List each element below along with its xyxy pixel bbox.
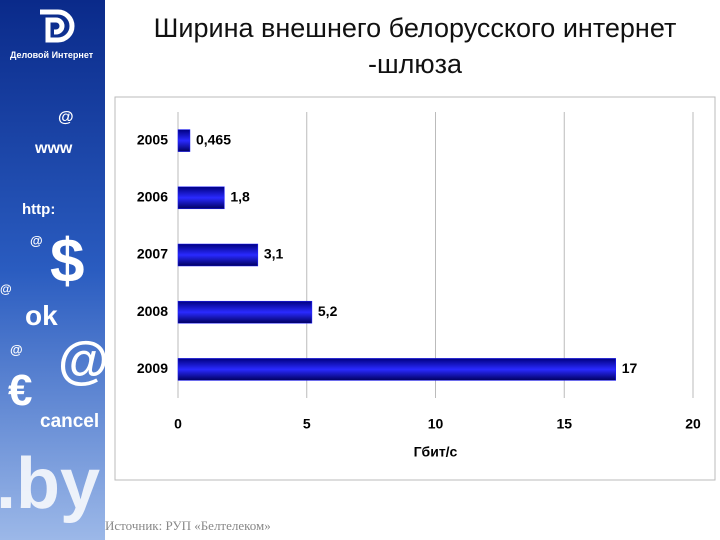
bar [177, 358, 616, 381]
value-label: 5,2 [318, 303, 338, 319]
sidebar-text: @ [58, 109, 74, 126]
sidebar-text: ok [25, 300, 58, 331]
y-tick-label: 2007 [137, 246, 168, 262]
x-tick-label: 20 [685, 416, 701, 432]
x-tick-label: 10 [428, 416, 444, 432]
sidebar-text: http: [22, 201, 55, 218]
y-tick-label: 2005 [137, 131, 168, 147]
value-label: 0,465 [196, 131, 231, 147]
sidebar-text: cancel [40, 411, 99, 432]
sidebar-text: @ [30, 233, 43, 248]
sidebar-text: € [8, 366, 32, 415]
value-label: 17 [622, 360, 638, 376]
x-tick-label: 5 [303, 416, 311, 432]
y-tick-label: 2008 [137, 303, 168, 319]
source: Источник: РУП «Белтелеком» [105, 518, 271, 533]
y-tick-label: 2009 [137, 360, 168, 376]
x-axis-label: Гбит/с [414, 444, 458, 460]
x-tick-label: 0 [174, 416, 182, 432]
logo-text: Деловой Интернет [10, 50, 94, 60]
sidebar [0, 0, 105, 540]
sidebar-text: @ [0, 282, 12, 296]
sidebar-text: @ [10, 342, 23, 357]
title: Ширина внешнего белорусского интернет -ш… [110, 10, 720, 82]
title-text: Ширина внешнего белорусского интернет -ш… [153, 13, 677, 79]
logo-mark [40, 9, 75, 43]
y-tick-label: 2006 [137, 189, 168, 205]
sidebar-text: .by [0, 444, 100, 524]
bar [177, 300, 313, 324]
sidebar-text: @ [58, 332, 109, 390]
sidebar-text: www [34, 140, 73, 157]
bar [177, 129, 191, 152]
bar [177, 243, 259, 267]
value-label: 3,1 [264, 246, 284, 262]
value-label: 1,8 [230, 189, 250, 205]
x-tick-label: 15 [556, 416, 572, 432]
bar [177, 186, 225, 210]
sidebar-text: $ [50, 227, 84, 296]
plot-frame [114, 96, 716, 481]
